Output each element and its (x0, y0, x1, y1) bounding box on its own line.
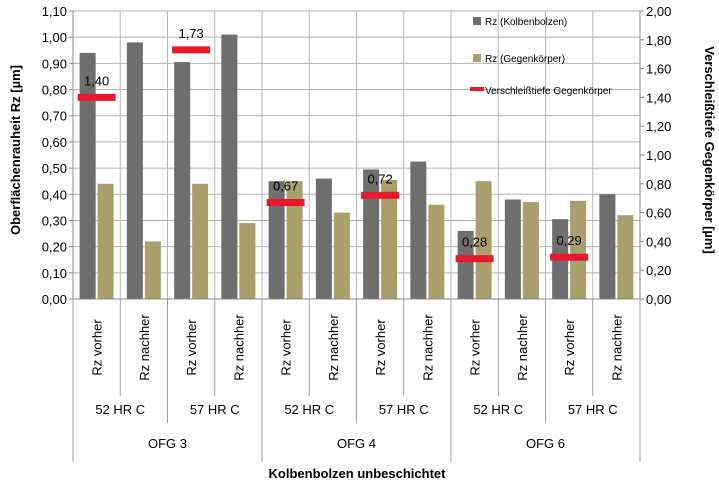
wear-marker (361, 191, 400, 199)
x-category-label: Rz nachher (420, 314, 435, 381)
x-category-label: Rz nachher (609, 314, 624, 381)
x-category-label: Rz vorher (373, 319, 388, 376)
ofg-group-label: OFG 3 (148, 436, 187, 451)
y-tick-label: 0,00 (42, 292, 67, 307)
y2-tick-label: 0,40 (646, 234, 671, 249)
bar-rz-gegenkoerper (475, 181, 492, 299)
bar-rz-kolbenbolzen (174, 62, 191, 299)
y-tick-label: 0,40 (42, 187, 67, 202)
y-tick-label: 0,90 (42, 56, 67, 71)
y-tick-label: 0,60 (42, 135, 67, 150)
legend-swatch-rz-kolbenbolzen (473, 17, 481, 25)
y-axis-title: Oberflächenrauheit Rz [µm] (8, 65, 23, 235)
bar-rz-gegenkoerper (617, 215, 634, 299)
x-axis-categories: Rz vorher Rz nachher Rz vorher Rz nachher Rz… (72, 299, 641, 462)
x-category-label: Rz vorher (279, 319, 294, 376)
x-axis-title: Kolbenbolzen unbeschichtet (269, 466, 447, 481)
y2-tick-label: 1,00 (646, 148, 671, 163)
bar-rz-kolbenbolzen (221, 34, 238, 300)
y-tick-label: 0,80 (42, 83, 67, 98)
x-category-label: Rz vorher (468, 319, 483, 376)
wear-data-label: 0,67 (273, 179, 298, 194)
y2-tick-label: 0,00 (646, 292, 671, 307)
y-tick-label: 0,30 (42, 213, 67, 228)
y2-tick-label: 1,40 (646, 90, 671, 105)
legend: Rz (Kolbenbolzen) Rz (Gegenkörper) Versc… (470, 17, 612, 97)
bar-rz-kolbenbolzen (79, 52, 96, 300)
ofg-group-label: OFG 6 (526, 436, 565, 451)
legend-label-rz-gegenkoerper: Rz (Gegenkörper) (485, 54, 565, 65)
legend-swatch-verschleisstiefe (470, 87, 484, 91)
y2-tick-label: 0,20 (646, 263, 671, 278)
legend-label-verschleisstiefe: Verschleißtiefe Gegenkörper (485, 86, 612, 97)
bars (79, 34, 634, 300)
y2-tick-label: 0,80 (646, 177, 671, 192)
y2-tick-label: 1,80 (646, 33, 671, 48)
wear-data-label: 0,28 (462, 235, 487, 250)
bar-rz-kolbenbolzen (599, 194, 616, 299)
hardness-group-label: 57 HR C (379, 402, 429, 417)
wear-data-label: 1,73 (178, 26, 203, 41)
bar-rz-gegenkoerper (144, 241, 161, 299)
hardness-group-label: 52 HR C (95, 402, 145, 417)
data-labels: 1,40 1,73 0,67 0,72 0,28 0,29 (84, 26, 582, 250)
y-tick-label: 0,70 (42, 109, 67, 124)
x-category-label: Rz vorher (184, 319, 199, 376)
legend-swatch-rz-gegenkoerper (473, 54, 481, 62)
bar-rz-gegenkoerper (381, 179, 398, 299)
hardness-group-label: 57 HR C (568, 402, 618, 417)
y-axis-ticks: 0,00 0,10 0,20 0,30 0,40 0,50 0,60 0,70 0,80 0,90… (42, 4, 73, 307)
y-tick-label: 0,20 (42, 240, 67, 255)
hardness-group-label: 52 HR C (284, 402, 334, 417)
bar-rz-gegenkoerper (522, 202, 539, 299)
x-category-label: Rz nachher (515, 314, 530, 381)
legend-label-rz-kolbenbolzen: Rz (Kolbenbolzen) (485, 17, 567, 28)
x-category-label: Rz vorher (562, 319, 577, 376)
bar-rz-gegenkoerper (192, 183, 209, 299)
bar-rz-gegenkoerper (428, 204, 445, 299)
bar-rz-kolbenbolzen (410, 161, 427, 299)
y2-tick-label: 1,60 (646, 62, 671, 77)
bar-rz-kolbenbolzen (126, 42, 143, 299)
wear-data-label: 0,29 (556, 233, 581, 248)
wear-marker (455, 255, 494, 263)
bar-rz-gegenkoerper (333, 212, 350, 299)
hardness-group-label: 52 HR C (473, 402, 523, 417)
y2-tick-label: 0,60 (646, 206, 671, 221)
bar-rz-kolbenbolzen (457, 230, 474, 299)
bar-rz-gegenkoerper (97, 183, 114, 299)
bar-rz-kolbenbolzen (363, 169, 380, 299)
bar-rz-kolbenbolzen (504, 199, 521, 299)
y-tick-label: 1,00 (42, 30, 67, 45)
bar-rz-gegenkoerper (239, 223, 256, 299)
x-category-label: Rz nachher (137, 314, 152, 381)
hardness-group-label: 57 HR C (190, 402, 240, 417)
y2-axis-title: Verschleißtiefe Gegenkörper [µm] (702, 46, 717, 254)
x-category-label: Rz nachher (326, 314, 341, 381)
bar-rz-kolbenbolzen (315, 178, 332, 299)
wear-marker (550, 253, 589, 261)
wear-marker (172, 46, 211, 54)
y-tick-label: 1,10 (42, 4, 67, 19)
wear-marker (266, 199, 305, 207)
y2-tick-label: 2,00 (646, 4, 671, 19)
x-category-label: Rz nachher (231, 314, 246, 381)
bar-rz-kolbenbolzen (268, 181, 285, 299)
y2-tick-label: 1,20 (646, 119, 671, 134)
ofg-group-label: OFG 4 (337, 436, 376, 451)
bar-rz-gegenkoerper (286, 181, 303, 299)
wear-marker (77, 93, 116, 101)
x-category-label: Rz vorher (90, 319, 105, 376)
wear-data-label: 1,40 (84, 73, 109, 88)
y2-axis-ticks: 0,00 0,20 0,40 0,60 0,80 1,00 1,20 1,40 1,60 1,80… (640, 4, 671, 307)
wear-data-label: 0,72 (367, 171, 392, 186)
y-tick-label: 0,50 (42, 161, 67, 176)
bar-rz-gegenkoerper (570, 200, 587, 299)
wear-markers (77, 46, 589, 263)
y-tick-label: 0,10 (42, 266, 67, 281)
